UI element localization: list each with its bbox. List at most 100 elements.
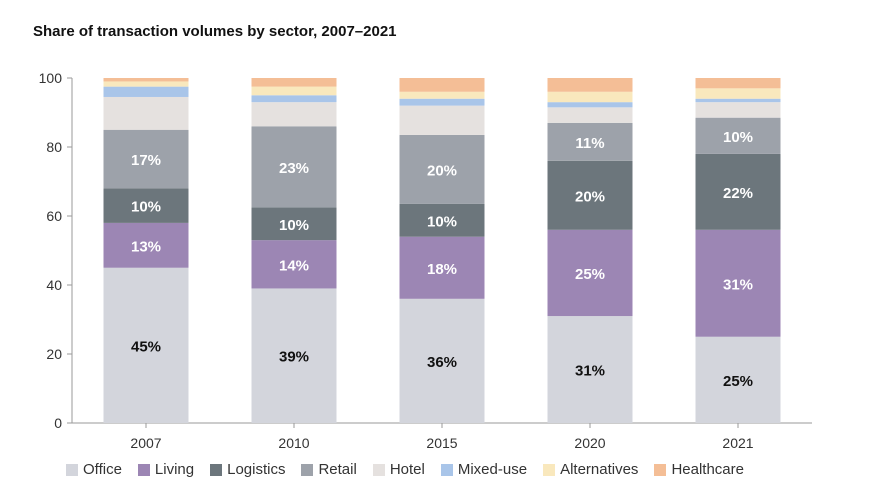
data-label-logistics-2010: 10% bbox=[279, 217, 309, 234]
bar-segment-office-2010 bbox=[251, 288, 337, 423]
x-tick-label: 2010 bbox=[278, 435, 309, 451]
legend-label: Mixed-use bbox=[457, 461, 528, 478]
data-label-office-2020: 31% bbox=[575, 363, 605, 380]
bar-segment-living-2015 bbox=[399, 236, 485, 299]
data-label-living-2021: 31% bbox=[723, 276, 753, 293]
bar-segment-healthcare-2015 bbox=[399, 78, 485, 92]
legend-label: Healthcare bbox=[671, 461, 744, 478]
bar-segment-mixed-use-2021 bbox=[695, 98, 781, 103]
legend-item-mixed-use: Mixed-use bbox=[440, 461, 528, 478]
data-label-logistics-2007: 10% bbox=[131, 199, 161, 216]
bar-segment-logistics-2010 bbox=[251, 207, 337, 241]
bar-segment-living-2020 bbox=[547, 229, 633, 317]
legend-swatch bbox=[372, 463, 385, 476]
bar-segment-alternatives-2010 bbox=[251, 86, 337, 96]
y-tick-label: 20 bbox=[46, 346, 62, 362]
data-label-living-2007: 13% bbox=[131, 238, 161, 255]
data-label-logistics-2015: 10% bbox=[427, 213, 457, 230]
legend-label: Retail bbox=[318, 461, 357, 478]
bar-segment-office-2015 bbox=[399, 298, 485, 423]
bar-segment-hotel-2021 bbox=[695, 102, 781, 118]
x-tick-label: 2021 bbox=[722, 435, 753, 451]
bar-segment-logistics-2015 bbox=[399, 203, 485, 237]
bar-segment-retail-2021 bbox=[695, 117, 781, 154]
legend-swatch bbox=[137, 463, 150, 476]
bar-segment-healthcare-2010 bbox=[251, 78, 337, 87]
bar-segment-logistics-2007 bbox=[103, 188, 189, 223]
bar-segment-mixed-use-2020 bbox=[547, 102, 633, 108]
bar-segment-logistics-2020 bbox=[547, 160, 633, 230]
legend-item-hotel: Hotel bbox=[372, 461, 425, 478]
legend-swatch bbox=[543, 463, 556, 476]
legend-item-retail: Retail bbox=[301, 461, 357, 478]
data-label-retail-2007: 17% bbox=[131, 152, 161, 169]
data-label-retail-2010: 23% bbox=[279, 160, 309, 177]
data-labels: 45% 13% 10% 17% 39% 14% 10% 23% 36% 18% 10% 20% 31% 2… bbox=[131, 129, 753, 390]
bar-segment-retail-2020 bbox=[547, 122, 633, 161]
data-label-living-2010: 14% bbox=[279, 257, 309, 274]
legend-label: Living bbox=[154, 461, 195, 478]
chart-title: Share of transaction volumes by sector, … bbox=[33, 23, 397, 40]
bar-segment-logistics-2021 bbox=[695, 153, 781, 230]
legend-item-logistics: Logistics bbox=[210, 461, 285, 478]
bar-segment-hotel-2010 bbox=[251, 102, 337, 127]
x-tick-label: 2020 bbox=[574, 435, 605, 451]
bar-segment-living-2021 bbox=[695, 229, 781, 337]
y-tick-label: 40 bbox=[46, 277, 62, 293]
bar-segment-retail-2010 bbox=[251, 126, 337, 208]
bar-segment-office-2007 bbox=[103, 267, 189, 423]
data-label-retail-2015: 20% bbox=[427, 162, 457, 179]
bar-segment-alternatives-2015 bbox=[399, 91, 485, 99]
legend-swatch bbox=[440, 463, 453, 476]
bar-segment-hotel-2015 bbox=[399, 105, 485, 135]
bar-segment-alternatives-2007 bbox=[103, 81, 189, 87]
data-label-office-2015: 36% bbox=[427, 354, 457, 371]
legend-label: Logistics bbox=[227, 461, 286, 478]
legend-label: Office bbox=[83, 461, 122, 478]
bar-segment-healthcare-2007 bbox=[103, 78, 189, 82]
bar-segment-hotel-2007 bbox=[103, 96, 189, 130]
bar-segment-office-2021 bbox=[695, 336, 781, 423]
bar-segment-alternatives-2021 bbox=[695, 88, 781, 99]
y-tick-label: 80 bbox=[46, 139, 62, 155]
y-tick-label: 0 bbox=[54, 415, 62, 431]
bar-segment-healthcare-2021 bbox=[695, 78, 781, 89]
bar-segment-retail-2007 bbox=[103, 129, 189, 189]
legend-item-alternatives: Alternatives bbox=[543, 461, 638, 478]
legend-item-living: Living bbox=[137, 461, 195, 478]
legend-swatch bbox=[210, 463, 223, 476]
bar-segment-alternatives-2020 bbox=[547, 91, 633, 103]
data-label-office-2007: 45% bbox=[131, 338, 161, 355]
legend-label: Alternatives bbox=[560, 461, 639, 478]
bar-segment-mixed-use-2007 bbox=[103, 86, 189, 97]
x-tick-label: 2007 bbox=[130, 435, 161, 451]
legend-item-office: Office bbox=[66, 461, 122, 478]
data-label-logistics-2021: 22% bbox=[723, 185, 753, 202]
legend-label: Hotel bbox=[389, 461, 425, 478]
legend-swatch bbox=[66, 463, 78, 476]
bar-segment-mixed-use-2015 bbox=[399, 98, 485, 106]
bars bbox=[103, 78, 781, 423]
data-label-retail-2021: 10% bbox=[723, 129, 753, 146]
y-tick-label: 100 bbox=[39, 70, 63, 86]
data-label-office-2010: 39% bbox=[279, 349, 309, 366]
legend-swatch bbox=[654, 463, 667, 476]
data-label-office-2021: 25% bbox=[723, 373, 753, 390]
legend-item-healthcare: Healthcare bbox=[654, 461, 744, 478]
bar-segment-healthcare-2020 bbox=[547, 78, 633, 92]
legend: Office Living Logistics Retail Hotel Mixed-us… bbox=[66, 461, 760, 478]
y-tick-label: 60 bbox=[46, 208, 62, 224]
legend-swatch bbox=[301, 463, 314, 476]
bar-segment-hotel-2020 bbox=[547, 107, 633, 123]
bar-segment-retail-2015 bbox=[399, 134, 485, 204]
data-label-logistics-2020: 20% bbox=[575, 188, 605, 205]
x-tick-label: 2015 bbox=[426, 435, 457, 451]
bar-segment-living-2010 bbox=[251, 240, 337, 289]
bar-segment-mixed-use-2010 bbox=[251, 95, 337, 103]
data-label-living-2015: 18% bbox=[427, 261, 457, 278]
bar-segment-living-2007 bbox=[103, 222, 189, 268]
data-label-retail-2020: 11% bbox=[575, 135, 604, 152]
bar-segment-office-2020 bbox=[547, 316, 633, 423]
data-label-living-2020: 25% bbox=[575, 266, 605, 283]
